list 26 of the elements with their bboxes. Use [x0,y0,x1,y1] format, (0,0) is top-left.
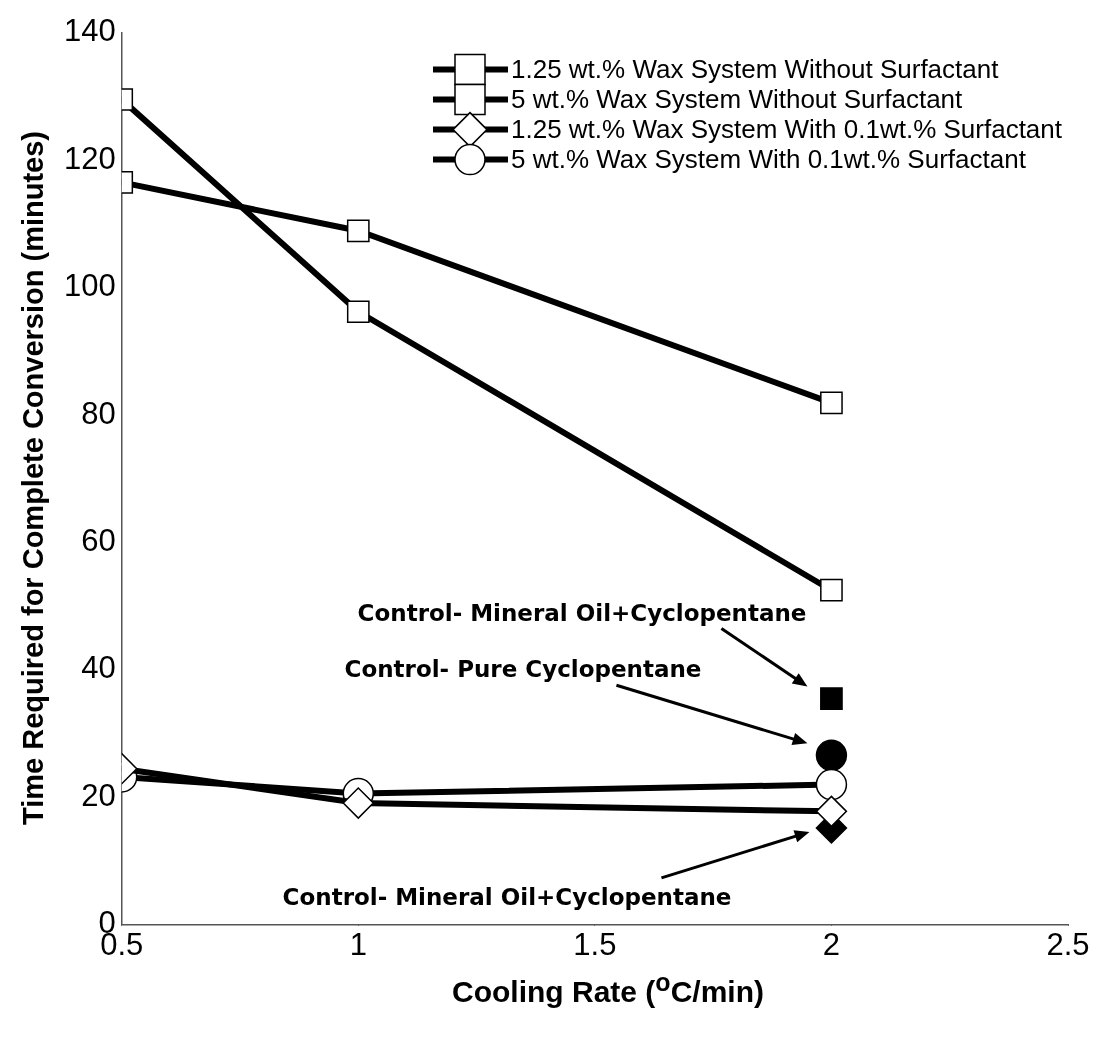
x-tick-label: 2 [822,926,841,962]
point [815,795,848,828]
legend-label: 5 wt.% Wax System Without Surfactant [511,83,964,114]
point [820,687,843,710]
y-tick-label: 100 [63,268,116,304]
y-axis-title: Time Required for Complete Conversion (minutes) [16,131,50,825]
y-tick-label: 80 [81,395,116,431]
y-tick-label: 120 [63,140,116,176]
point [815,739,848,772]
y-tick-label: 40 [81,650,116,686]
point [820,391,843,415]
y-tick-label: 140 [63,13,116,49]
annotation: Control- Mineral Oil+Cyclopentane [357,598,807,627]
x-tick-label: 1 [349,926,367,962]
legend-label: 1.25 wt.% Wax System Without Surfactant [511,53,1000,84]
legend-label: 5 wt.% Wax System With 0.1wt.% Surfactant [511,143,1027,174]
point [815,768,848,801]
y-tick-label: 20 [81,777,116,813]
legend-label: 1.25 wt.% Wax System With 0.1wt.% Surfactant [511,113,1063,144]
annotation: Control- Pure Cyclopentane [344,655,702,684]
point [820,578,843,602]
annotation: Control- Mineral Oil+Cyclopentane [282,882,732,911]
x-axis-title: Cooling Rate ($^{o}$C/min) [451,968,765,1009]
y-tick-label: 60 [81,522,116,558]
x-tick-label: 2.5 [1046,926,1090,962]
x-tick-label: 1.5 [573,926,617,962]
